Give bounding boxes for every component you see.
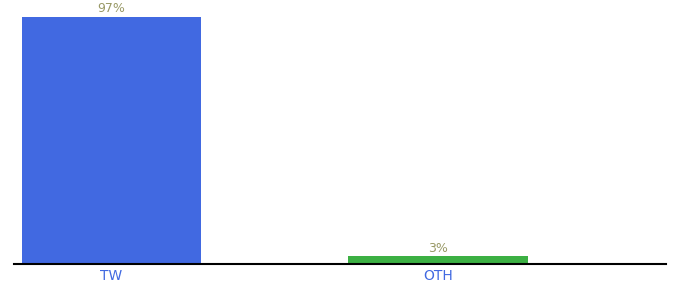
Text: 3%: 3% bbox=[428, 242, 448, 255]
Bar bbox=[348, 256, 528, 264]
Bar bbox=[22, 16, 201, 264]
Text: 97%: 97% bbox=[98, 2, 125, 15]
